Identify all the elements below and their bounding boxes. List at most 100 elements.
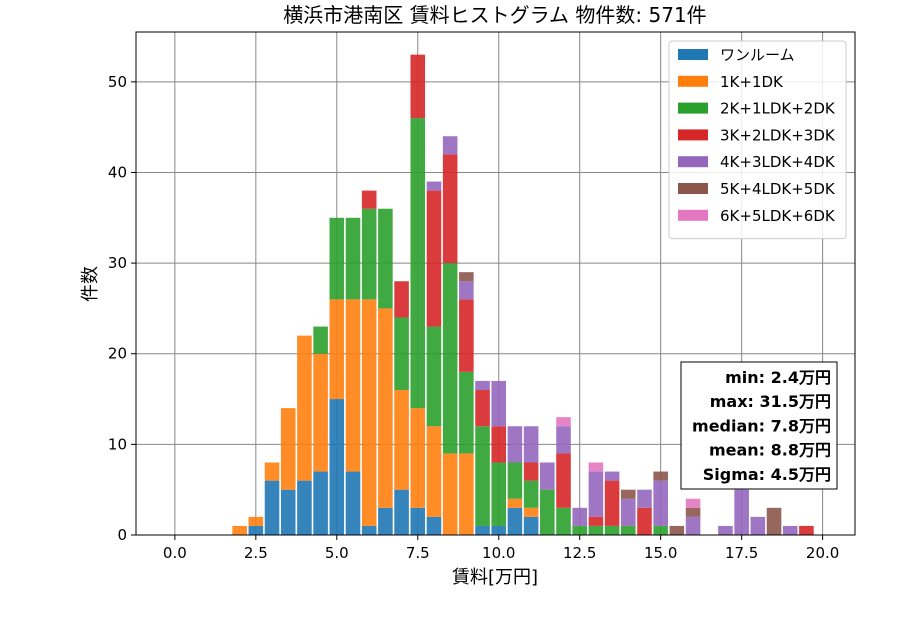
bar <box>378 507 393 535</box>
bar <box>459 281 474 300</box>
chart-title: 横浜市港南区 賃料ヒストグラム 物件数: 571件 <box>283 3 706 27</box>
bar <box>297 480 312 535</box>
legend-swatch <box>678 75 708 87</box>
legend-entry: 6K+5LDK+6DK <box>720 207 836 225</box>
bar <box>410 54 426 119</box>
y-tick-label: 20 <box>108 345 127 363</box>
stat-line: median: 7.8万円 <box>692 416 831 435</box>
bar <box>685 507 701 517</box>
bar <box>523 480 539 508</box>
bar <box>588 471 604 517</box>
bar <box>475 380 490 390</box>
bar <box>248 525 264 535</box>
bar <box>442 453 458 535</box>
bar <box>394 317 409 390</box>
bar <box>540 489 555 535</box>
bar <box>410 507 426 535</box>
y-axis-label: 件数 <box>80 266 101 302</box>
stats-frame <box>680 361 838 490</box>
bar <box>523 507 539 517</box>
legend-entry: 2K+1LDK+2DK <box>720 100 836 118</box>
bar <box>459 371 474 454</box>
bar <box>572 525 587 535</box>
bar <box>264 462 280 481</box>
bar <box>653 525 668 535</box>
bar <box>556 507 571 535</box>
bar <box>313 471 328 535</box>
bar <box>523 426 539 463</box>
bar <box>264 480 280 535</box>
bar <box>378 308 393 508</box>
x-tick-label: 5.0 <box>325 544 349 562</box>
bar <box>475 525 490 535</box>
bar <box>426 516 442 535</box>
bar <box>345 217 361 300</box>
stat-line: Sigma: 4.5万円 <box>703 465 831 484</box>
bar <box>507 498 523 508</box>
bar <box>361 208 377 300</box>
legend-entry: 4K+3LDK+4DK <box>720 153 836 171</box>
legend-swatch <box>678 209 708 221</box>
bar <box>345 471 361 535</box>
y-tick-label: 0 <box>117 526 127 544</box>
bar <box>378 208 393 309</box>
x-tick-label: 2.5 <box>244 544 268 562</box>
bar <box>426 190 442 327</box>
bar <box>361 190 377 209</box>
plot-frame <box>135 31 856 536</box>
y-tick-label: 10 <box>108 435 127 453</box>
bar <box>621 489 636 499</box>
x-tick-label: 7.5 <box>406 544 430 562</box>
bar <box>621 498 636 526</box>
legend-swatch <box>678 102 708 114</box>
bar <box>426 326 442 427</box>
x-axis-label: 賃料[万円] <box>452 567 538 588</box>
bar <box>280 489 296 535</box>
legend-swatch <box>678 49 708 60</box>
bar <box>361 299 377 526</box>
bar <box>394 389 409 490</box>
bar <box>718 525 733 535</box>
bar <box>653 471 668 481</box>
x-tick-label: 0.0 <box>163 544 187 562</box>
x-tick-label: 12.5 <box>563 544 596 562</box>
bar <box>588 516 604 526</box>
bar <box>621 525 636 535</box>
bar <box>540 462 555 490</box>
bar <box>637 507 652 535</box>
bar <box>426 181 442 191</box>
legend-swatch <box>678 183 708 194</box>
bar <box>685 516 701 535</box>
legend-entry: ワンルーム <box>720 46 795 64</box>
bar <box>361 525 377 535</box>
bar <box>297 335 312 481</box>
bar <box>491 380 507 427</box>
bar <box>459 453 474 535</box>
bar <box>556 417 571 427</box>
stats-box: min: 2.4万円 max: 31.5万円 median: 7.8万円 mean: … <box>680 361 838 490</box>
bar <box>507 462 523 499</box>
bar <box>685 498 701 508</box>
stat-line: mean: 8.8万円 <box>709 441 831 460</box>
bar <box>475 426 490 526</box>
bar <box>556 426 571 454</box>
legend-frame <box>668 40 847 240</box>
bar <box>604 471 620 481</box>
bar <box>556 453 571 508</box>
bar <box>766 507 782 535</box>
x-tick-label: 15.0 <box>644 544 677 562</box>
bar <box>280 408 296 490</box>
bar <box>410 118 426 409</box>
bar <box>604 525 620 535</box>
bar <box>442 136 458 155</box>
y-tick-label: 40 <box>108 163 127 181</box>
bar <box>442 154 458 264</box>
bar <box>523 462 539 481</box>
legend-swatch <box>678 156 708 168</box>
y-tick-label: 50 <box>108 73 127 91</box>
bar <box>491 525 507 535</box>
y-tick-label: 30 <box>108 254 127 272</box>
bar <box>782 525 798 535</box>
bar <box>329 299 345 400</box>
